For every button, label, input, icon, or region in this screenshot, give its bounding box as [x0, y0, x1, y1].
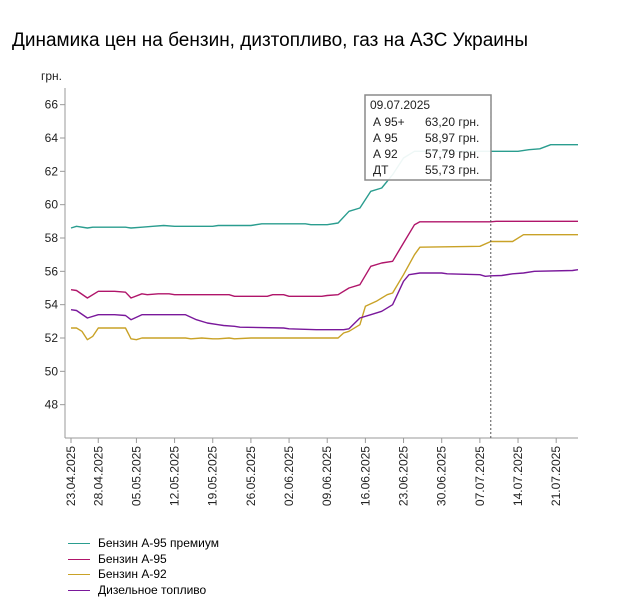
x-tick-label: 05.05.2025 — [129, 446, 143, 506]
chart-title: Динамика цен на бензин, дизтопливо, газ … — [12, 30, 529, 51]
tooltip-label: ДТ — [373, 163, 389, 177]
y-tick-label: 50 — [45, 364, 59, 378]
x-tick-label: 07.07.2025 — [473, 446, 487, 506]
series-lines — [70, 144, 579, 341]
legend-item[interactable]: Бензин А-92 — [68, 567, 219, 583]
y-tick-label: 52 — [45, 331, 59, 345]
tooltip-value: 63,20 грн. — [425, 115, 479, 129]
series-line-1 — [70, 144, 578, 229]
hover-tooltip: 09.07.2025 А 95+ 63,20 грн. А 95 58,97 грн. А… — [364, 94, 492, 438]
y-tick-label: 58 — [45, 231, 59, 245]
legend-swatch — [68, 574, 90, 576]
legend-label: Бензин А-95 премиум — [98, 536, 219, 550]
x-tick-label: 16.06.2025 — [358, 446, 372, 506]
x-tick-label: 21.07.2025 — [549, 446, 563, 506]
axes: грн. 48 50 52 54 56 58 60 62 64 66 23.04.2025 28.04.… — [41, 69, 578, 506]
tooltip-date: 09.07.2025 — [370, 98, 430, 112]
y-tick-label: 48 — [45, 398, 59, 412]
y-tick-label: 66 — [45, 98, 59, 112]
y-tick-label: 60 — [45, 198, 59, 212]
tooltip-label: А 92 — [373, 147, 398, 161]
legend-swatch — [68, 558, 90, 560]
tooltip-box — [364, 94, 492, 181]
tooltip-value: 57,79 грн. — [425, 147, 479, 161]
series-line-4 — [70, 269, 579, 331]
x-tick-label: 12.05.2025 — [168, 446, 182, 506]
y-axis-unit: грн. — [41, 69, 62, 83]
legend-item[interactable]: Дизельное топливо — [68, 583, 219, 599]
x-tick-label: 14.07.2025 — [511, 446, 525, 506]
x-tick-label: 28.04.2025 — [91, 446, 105, 506]
legend-label: Бензин А-95 — [98, 551, 167, 566]
legend-label: Дизельное топливо — [98, 582, 207, 597]
tooltip-label: А 95 — [373, 131, 398, 145]
tooltip-value: 58,97 грн. — [425, 131, 479, 145]
legend-swatch — [68, 543, 90, 545]
legend-item[interactable]: Бензин А-95 — [68, 552, 219, 568]
x-tick-label: 23.06.2025 — [397, 446, 411, 506]
series-line-2 — [70, 220, 578, 299]
tooltip-label: А 95+ — [373, 115, 405, 129]
y-tick-label: 56 — [45, 264, 59, 278]
legend-label: Бензин А-92 — [98, 567, 167, 581]
y-tick-label: 54 — [45, 298, 59, 312]
tooltip-value: 55,73 грн. — [425, 163, 479, 177]
y-tick-label: 64 — [45, 131, 59, 145]
x-tick-label: 02.06.2025 — [282, 446, 296, 506]
y-tick-label: 62 — [45, 164, 59, 178]
series-line-3 — [71, 234, 578, 341]
x-tick-label: 23.04.2025 — [64, 446, 78, 506]
x-tick-label: 26.05.2025 — [244, 446, 258, 506]
x-tick-label: 30.06.2025 — [435, 446, 449, 506]
x-tick-label: 19.05.2025 — [206, 446, 220, 506]
legend: Бензин А-95 премиум Бензин А-95 Бензин А-9… — [68, 536, 219, 598]
x-tick-label: 09.06.2025 — [320, 446, 334, 506]
legend-item[interactable]: Бензин А-95 премиум — [68, 536, 219, 552]
legend-swatch — [68, 589, 90, 591]
